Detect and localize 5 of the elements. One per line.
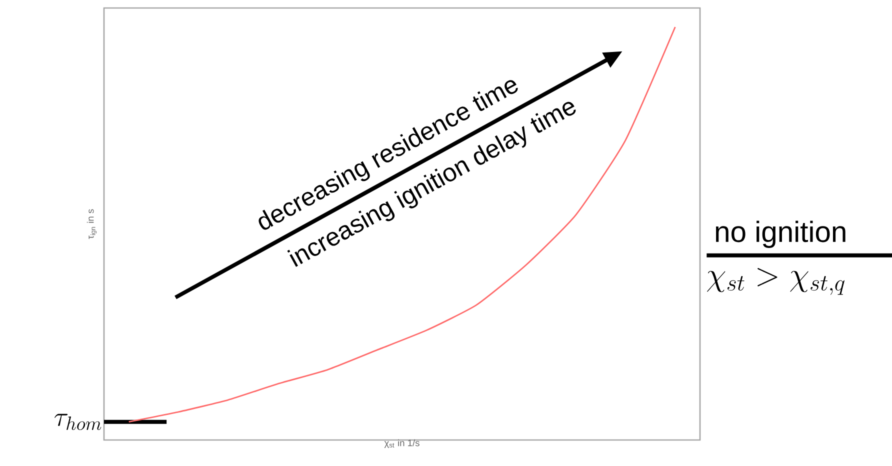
x-axis-title: χ$_{st}$ in 1/s (384, 439, 420, 448)
ref-line-label: $\tau_{hom}$ (54, 414, 102, 430)
text: $\chi_{st} > \chi_{st,q}$ (707, 268, 845, 295)
text: no ignition (716, 220, 846, 248)
y-axis-title: τ$_{ign}$ in s (86, 209, 97, 239)
